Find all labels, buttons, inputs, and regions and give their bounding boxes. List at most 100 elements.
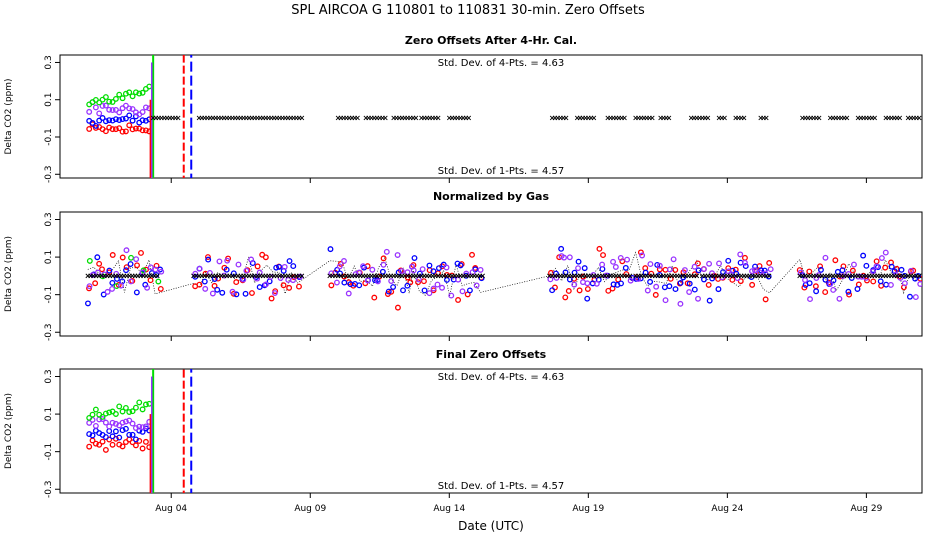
point-gas4 (109, 285, 116, 292)
point-gas2 (891, 268, 898, 275)
mean-marker (299, 273, 305, 279)
point-gas4 (878, 255, 885, 262)
point-gas2 (549, 287, 556, 294)
point-gas1 (864, 277, 870, 284)
x-tick-label: Aug 04 (155, 504, 187, 514)
data-layer (86, 369, 193, 493)
point-gas4 (762, 270, 769, 277)
point-gas1 (328, 282, 335, 289)
point-gas4 (129, 420, 136, 427)
plot-frame (59, 368, 923, 494)
panels: Zero Offsets After 4-Hr. Cal. Delta CO2 (… (4, 34, 923, 533)
point-gas2 (85, 300, 91, 307)
point-gas2 (233, 291, 240, 298)
point-gas2 (426, 262, 433, 269)
point-gas2 (219, 289, 226, 296)
point-gas2 (119, 427, 126, 434)
point-gas2 (341, 279, 348, 286)
point-gas4 (653, 283, 660, 290)
point-gas1 (596, 245, 603, 252)
point-gas4 (459, 288, 466, 295)
point-gas1 (116, 125, 123, 132)
point-gas4 (434, 281, 441, 288)
point-gas1 (233, 279, 240, 286)
point-gas4 (575, 265, 582, 272)
point-gas1 (96, 260, 103, 267)
point-gas4 (136, 423, 143, 430)
point-gas4 (802, 277, 808, 283)
point-gas4 (599, 261, 606, 268)
point-gas4 (374, 278, 381, 285)
point-gas1 (705, 281, 712, 288)
mean-marker (872, 115, 878, 121)
point-gas4 (666, 266, 673, 273)
point-gas2 (581, 265, 588, 272)
point-gas1 (102, 446, 109, 453)
point-gas1 (652, 291, 659, 298)
point-gas4 (235, 261, 242, 268)
data-layer (85, 245, 922, 311)
point-gas1 (415, 279, 422, 286)
point-gas4 (566, 254, 573, 261)
point-gas1 (254, 263, 261, 270)
point-gas4 (96, 110, 103, 117)
point-gas2 (647, 278, 654, 285)
point-gas4 (147, 264, 154, 271)
point-gas2 (201, 278, 208, 285)
point-gas4 (706, 260, 713, 267)
point-gas1 (455, 297, 462, 303)
point-gas2 (133, 289, 140, 296)
point-gas4 (229, 288, 236, 295)
point-gas1 (749, 281, 756, 288)
point-gas4 (404, 269, 411, 276)
point-gas1 (420, 278, 427, 285)
mean-marker (627, 273, 633, 279)
point-gas2 (906, 293, 913, 300)
y-tick-label: 0.1 (44, 93, 54, 107)
point-gas4 (281, 263, 288, 270)
point-gas2 (622, 264, 629, 271)
chart-title: SPL AIRCOA G 110801 to 110831 30-min. Ze… (291, 3, 645, 18)
point-gas4 (767, 266, 774, 273)
point-gas1 (729, 276, 736, 283)
y-axis-label: Delta CO2 (ppm) (4, 78, 14, 154)
point-gas4 (443, 264, 450, 271)
x-tick-label: Aug 29 (850, 504, 882, 514)
point-gas1 (86, 126, 93, 132)
point-gas2 (725, 257, 732, 264)
point-gas2 (379, 268, 386, 275)
point-gas4 (129, 106, 136, 112)
point-gas3 (96, 99, 103, 106)
panel-bottom: Final Zero Offsets Delta CO2 (ppm) -0.3 -0.… (4, 348, 923, 514)
point-gas4 (695, 295, 701, 302)
point-gas2 (898, 266, 905, 273)
point-gas4 (448, 292, 455, 299)
mean-marker (705, 115, 711, 121)
point-gas2 (854, 286, 861, 292)
point-gas2 (610, 281, 617, 288)
point-gas3 (119, 408, 126, 415)
point-gas2 (122, 425, 129, 432)
point-gas2 (102, 118, 109, 125)
point-gas4 (807, 296, 813, 303)
point-gas4 (836, 295, 843, 302)
point-gas2 (706, 297, 713, 304)
point-gas1 (92, 124, 99, 131)
point-gas2 (691, 286, 698, 293)
point-gas3 (112, 95, 119, 102)
point-gas2 (126, 112, 133, 119)
point-gas2 (106, 267, 113, 274)
point-gas3 (92, 406, 99, 413)
mean-marker (383, 115, 388, 121)
panel-title: Zero Offsets After 4-Hr. Cal. (405, 34, 577, 47)
annotation-std-4pts: Std. Dev. of 4-Pts. = 4.63 (438, 372, 564, 383)
mean-marker (563, 115, 569, 121)
y-tick-label: -0.3 (44, 323, 54, 341)
point-gas4 (473, 282, 480, 289)
point-gas4 (109, 419, 116, 426)
point-gas4 (133, 256, 140, 263)
point-gas3 (102, 410, 109, 417)
point-gas4 (561, 254, 567, 261)
